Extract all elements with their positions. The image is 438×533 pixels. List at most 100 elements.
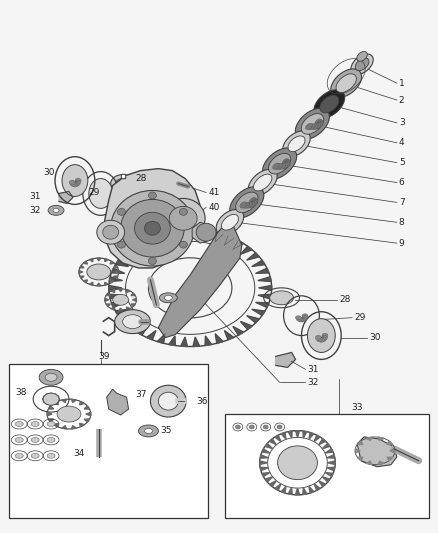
Polygon shape — [89, 282, 93, 285]
Polygon shape — [205, 336, 212, 345]
Ellipse shape — [283, 162, 290, 168]
Polygon shape — [318, 439, 325, 445]
Ellipse shape — [288, 136, 305, 151]
Ellipse shape — [180, 241, 187, 248]
Polygon shape — [288, 488, 292, 495]
Ellipse shape — [272, 163, 279, 169]
Ellipse shape — [48, 402, 54, 406]
Polygon shape — [53, 423, 58, 427]
Polygon shape — [79, 423, 85, 427]
Polygon shape — [256, 302, 269, 308]
Polygon shape — [111, 307, 115, 310]
Text: 28: 28 — [339, 295, 350, 304]
Ellipse shape — [321, 335, 328, 340]
Polygon shape — [131, 293, 135, 296]
Polygon shape — [157, 232, 165, 242]
Ellipse shape — [316, 120, 323, 126]
Text: 35: 35 — [160, 426, 172, 435]
Polygon shape — [48, 406, 54, 409]
Ellipse shape — [302, 314, 308, 318]
Text: 34: 34 — [73, 449, 84, 458]
Ellipse shape — [48, 393, 54, 397]
Polygon shape — [128, 246, 140, 254]
Polygon shape — [147, 236, 156, 245]
Polygon shape — [224, 330, 234, 340]
Polygon shape — [314, 484, 320, 490]
Ellipse shape — [243, 202, 250, 208]
Ellipse shape — [283, 131, 310, 157]
Polygon shape — [327, 461, 335, 464]
Ellipse shape — [355, 58, 369, 71]
Polygon shape — [71, 399, 76, 402]
Polygon shape — [288, 431, 292, 438]
Polygon shape — [265, 443, 273, 449]
Polygon shape — [314, 435, 320, 442]
Polygon shape — [86, 413, 91, 416]
Ellipse shape — [87, 264, 111, 280]
Polygon shape — [325, 449, 333, 453]
Polygon shape — [119, 289, 123, 292]
Polygon shape — [357, 437, 397, 467]
Polygon shape — [62, 426, 67, 429]
Polygon shape — [260, 461, 268, 464]
Polygon shape — [48, 419, 54, 422]
Ellipse shape — [45, 373, 57, 381]
Polygon shape — [105, 168, 200, 268]
Ellipse shape — [62, 165, 88, 197]
Ellipse shape — [54, 397, 60, 401]
Text: 2: 2 — [399, 95, 404, 104]
Polygon shape — [309, 486, 314, 493]
Ellipse shape — [120, 199, 184, 257]
Ellipse shape — [277, 425, 282, 429]
Polygon shape — [262, 449, 270, 453]
Ellipse shape — [249, 197, 256, 204]
Polygon shape — [366, 461, 372, 465]
Text: 5: 5 — [399, 158, 405, 167]
Text: 41: 41 — [208, 188, 219, 197]
Ellipse shape — [159, 392, 178, 410]
Text: 30: 30 — [43, 168, 55, 177]
Ellipse shape — [311, 124, 318, 130]
Polygon shape — [84, 419, 90, 422]
Ellipse shape — [31, 453, 39, 458]
Ellipse shape — [307, 319, 335, 352]
Text: 32: 32 — [29, 206, 41, 215]
Ellipse shape — [315, 335, 321, 340]
Ellipse shape — [150, 385, 186, 417]
Polygon shape — [357, 457, 363, 461]
Ellipse shape — [300, 317, 307, 321]
Polygon shape — [215, 334, 223, 343]
Ellipse shape — [117, 208, 125, 215]
Polygon shape — [106, 304, 110, 306]
Polygon shape — [258, 294, 271, 299]
Polygon shape — [105, 259, 108, 262]
Ellipse shape — [42, 397, 48, 401]
Text: 40: 40 — [208, 203, 219, 212]
Ellipse shape — [284, 161, 291, 167]
Ellipse shape — [322, 333, 328, 338]
Polygon shape — [269, 439, 276, 445]
Ellipse shape — [331, 69, 362, 98]
Polygon shape — [181, 229, 187, 239]
Text: 7: 7 — [399, 198, 405, 207]
Ellipse shape — [248, 201, 255, 208]
Polygon shape — [111, 302, 125, 308]
Ellipse shape — [278, 446, 318, 480]
Ellipse shape — [262, 148, 297, 180]
Ellipse shape — [31, 422, 39, 426]
Text: 31: 31 — [307, 365, 319, 374]
Ellipse shape — [47, 453, 55, 458]
Polygon shape — [296, 431, 300, 438]
Ellipse shape — [230, 187, 264, 218]
Ellipse shape — [268, 154, 291, 174]
Ellipse shape — [97, 220, 124, 244]
Ellipse shape — [15, 422, 23, 426]
Ellipse shape — [31, 438, 39, 442]
Polygon shape — [318, 481, 325, 487]
Polygon shape — [62, 399, 67, 402]
Polygon shape — [309, 432, 314, 439]
Ellipse shape — [103, 225, 119, 239]
Ellipse shape — [53, 395, 59, 399]
Polygon shape — [115, 260, 128, 266]
Text: 30: 30 — [369, 333, 381, 342]
